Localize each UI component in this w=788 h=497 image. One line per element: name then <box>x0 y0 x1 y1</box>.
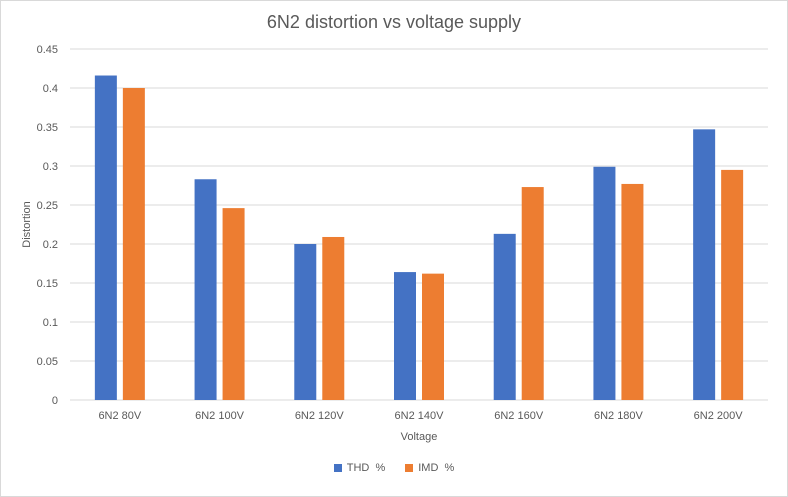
bar-imd <box>721 169 744 400</box>
y-tick-label: 0.15 <box>37 278 58 290</box>
legend-item-imd: IMD % <box>405 462 454 474</box>
bar-thd <box>693 129 716 400</box>
legend-swatch <box>333 464 342 472</box>
y-tick-label: 0.4 <box>43 83 58 95</box>
x-axis-ticks: 6N2 80V 6N2 100V 6N2 120V 6N2 140V 6N2 160V 6… <box>98 410 743 422</box>
bar-thd <box>94 75 117 401</box>
legend-item-thd: THD % <box>333 462 386 474</box>
y-tick-label: 0.35 <box>37 122 58 134</box>
x-tick-label: 6N2 200V <box>694 410 744 422</box>
y-axis-ticks: 0 0.05 0.1 0.15 0.2 0.25 0.3 0.35 0.4 0.45 <box>37 44 58 407</box>
bar-thd <box>194 179 217 400</box>
y-tick-label: 0 <box>52 395 58 407</box>
x-tick-label: 6N2 100V <box>195 410 245 422</box>
bars <box>94 75 744 401</box>
bar-imd <box>122 88 145 400</box>
bar-imd <box>322 236 345 400</box>
legend-label: THD % <box>346 462 386 474</box>
bar-imd <box>521 187 544 400</box>
bar-imd <box>621 183 644 400</box>
bar-imd <box>422 273 444 400</box>
y-tick-label: 0.25 <box>37 200 58 212</box>
y-tick-label: 0.1 <box>43 317 58 329</box>
y-axis-title: Distortion <box>21 201 33 247</box>
x-tick-label: 6N2 120V <box>295 410 345 422</box>
y-tick-label: 0.45 <box>37 44 58 56</box>
x-tick-label: 6N2 160V <box>494 410 544 422</box>
x-tick-label: 6N2 80V <box>98 410 141 422</box>
y-tick-label: 0.3 <box>43 161 58 173</box>
bar-thd <box>294 244 317 400</box>
bar-thd <box>493 233 516 400</box>
bar-thd <box>394 272 416 400</box>
chart-title: 6N2 distortion vs voltage supply <box>266 12 522 32</box>
legend-label: IMD % <box>418 462 455 474</box>
y-tick-label: 0.2 <box>43 239 58 251</box>
y-tick-label: 0.05 <box>37 356 58 368</box>
x-axis-title: Voltage <box>401 431 438 443</box>
gridlines <box>70 48 768 401</box>
bar-thd <box>593 166 616 400</box>
x-tick-label: 6N2 140V <box>395 410 445 422</box>
legend: THD % IMD % <box>0 462 788 474</box>
legend-swatch <box>405 464 414 472</box>
bar-imd <box>222 208 245 400</box>
x-tick-label: 6N2 180V <box>594 410 644 422</box>
